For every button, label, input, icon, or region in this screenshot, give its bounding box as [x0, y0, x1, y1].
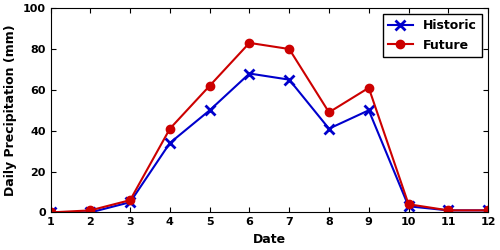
Historic [167, 142, 173, 144]
Historic [406, 205, 411, 208]
Future [88, 209, 94, 212]
Future [206, 84, 212, 87]
Line: Historic: Historic [46, 69, 493, 217]
Historic [48, 211, 54, 214]
Historic [88, 211, 94, 214]
Historic [246, 72, 252, 75]
Future [485, 209, 491, 212]
Future [127, 199, 133, 202]
Historic [485, 209, 491, 212]
Legend: Historic, Future: Historic, Future [383, 14, 482, 57]
Historic [366, 109, 372, 112]
Historic [206, 109, 212, 112]
Future [246, 42, 252, 44]
Historic [326, 127, 332, 130]
Future [406, 203, 411, 206]
Y-axis label: Daily Precipitation (mm): Daily Precipitation (mm) [4, 24, 17, 196]
Historic [127, 201, 133, 204]
Future [366, 86, 372, 89]
Future [446, 209, 452, 212]
Historic [286, 78, 292, 81]
Future [167, 127, 173, 130]
Historic [446, 209, 452, 212]
Line: Future: Future [46, 39, 492, 216]
X-axis label: Date: Date [253, 233, 286, 246]
Future [326, 111, 332, 114]
Future [286, 48, 292, 50]
Future [48, 211, 54, 214]
